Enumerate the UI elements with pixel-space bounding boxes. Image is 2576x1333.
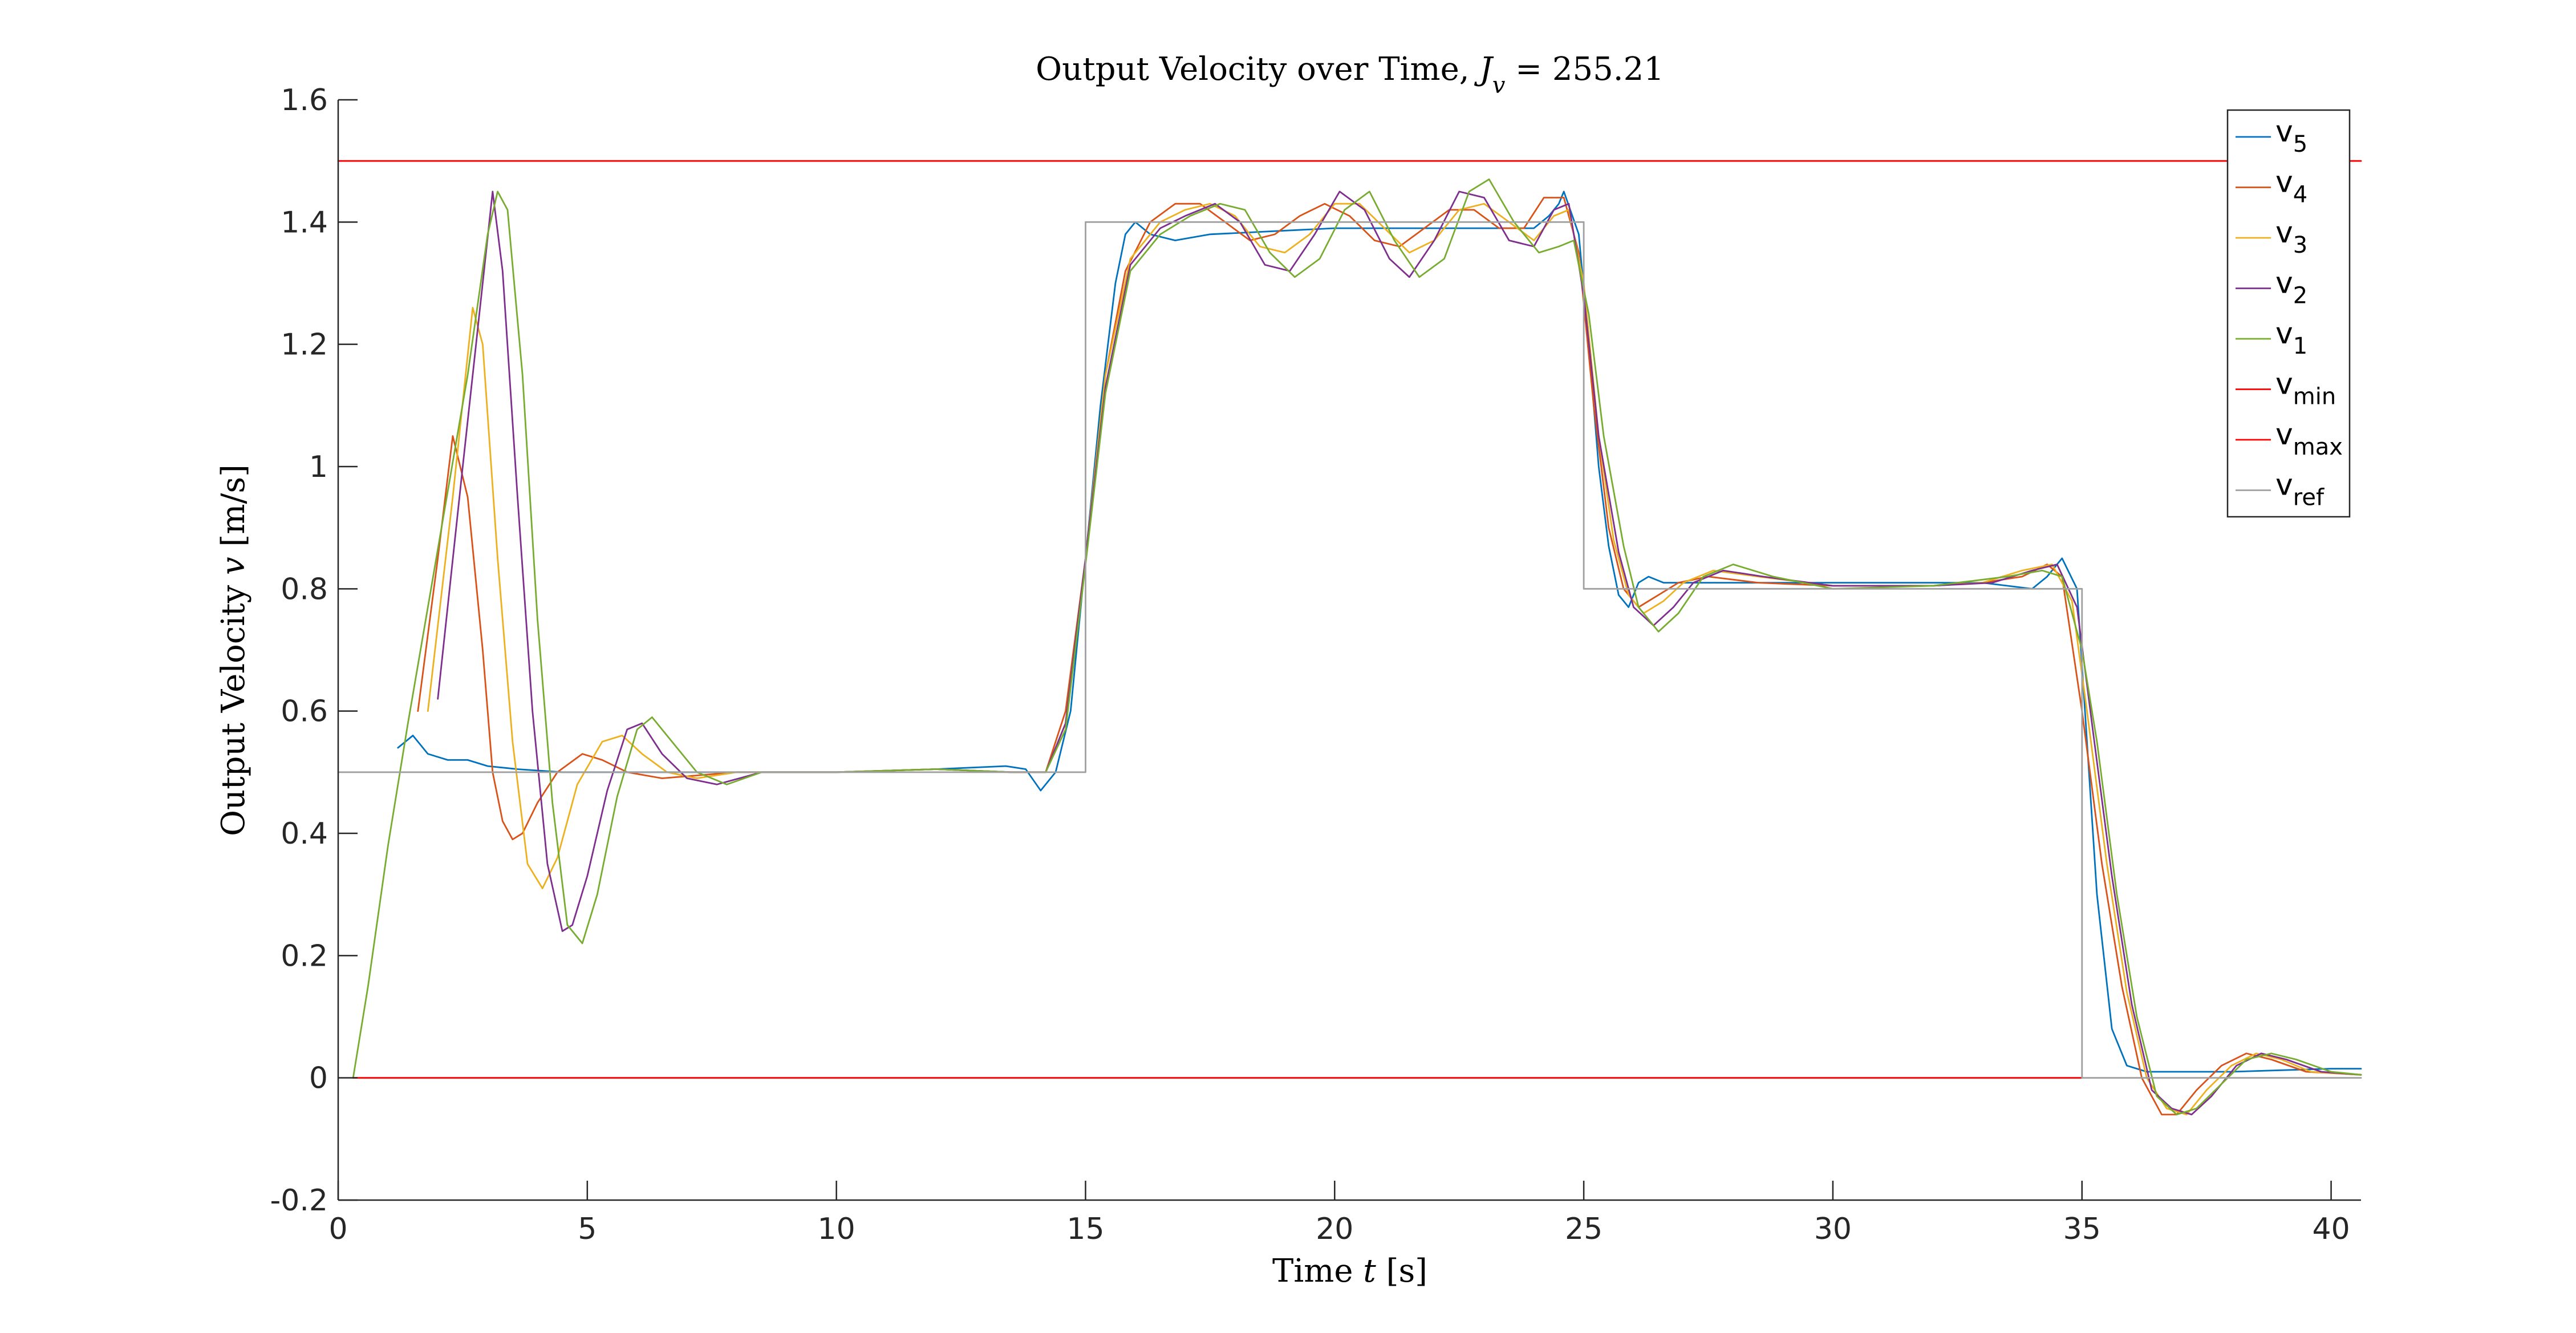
legend-label-v-5: v5 — [2275, 115, 2307, 157]
x-tick-label: 30 — [1814, 1212, 1852, 1246]
series-line-v-1 — [352, 178, 2362, 1116]
legend-entries: v5 v4 v3 v2 v1 vmin vmax vref — [2236, 115, 2343, 511]
legend-label-v-min: vmin — [2275, 367, 2336, 410]
x-tick-label: 20 — [1316, 1212, 1353, 1246]
y-axis-label: Output Velocity v [m/s] — [215, 464, 252, 836]
legend-label-v-3: v3 — [2275, 216, 2307, 258]
legend-label-v-4: v4 — [2275, 165, 2307, 208]
series-line-v-ref — [337, 221, 2362, 1079]
x-tick-label: 40 — [2312, 1212, 2350, 1246]
y-tick-label: 1.2 — [281, 328, 328, 362]
y-tick-label: 1.6 — [281, 83, 328, 118]
y-tick-label: 0.2 — [281, 939, 328, 973]
legend-label-v-ref: vref — [2275, 468, 2325, 511]
axes-layer: 0 5 10 15 20 25 30 35 40-0.200.20.40.60.811.21.4… — [270, 83, 2361, 1246]
legend-label-v-1: v1 — [2275, 317, 2307, 359]
x-tick-label: 5 — [578, 1212, 597, 1246]
chart-title: Output Velocity over Time, Jv = 255.21 — [1036, 51, 1664, 99]
legend-label-v-2: v2 — [2275, 266, 2307, 309]
x-tick-label: 25 — [1565, 1212, 1603, 1246]
plot-background — [338, 100, 2361, 1200]
x-tick-label: 35 — [2063, 1212, 2101, 1246]
y-tick-label: -0.2 — [270, 1184, 328, 1218]
y-tick-label: 1.4 — [281, 205, 328, 240]
legend: v5 v4 v3 v2 v1 vmin vmax vref — [2226, 109, 2351, 518]
y-tick-label: 0.6 — [281, 695, 328, 729]
x-tick-label: 10 — [818, 1212, 855, 1246]
y-tick-label: 0 — [309, 1061, 328, 1096]
x-axis-label: Time t [s] — [1272, 1253, 1427, 1290]
y-tick-label: 0.8 — [281, 572, 328, 606]
x-tick-label: 15 — [1066, 1212, 1104, 1246]
y-tick-label: 0.4 — [281, 817, 328, 851]
legend-label-v-max: vmax — [2275, 418, 2343, 460]
x-tick-label: 0 — [328, 1212, 347, 1246]
legend-box — [2226, 109, 2351, 518]
series-layer — [337, 160, 2362, 1116]
plot-area: 0 5 10 15 20 25 30 35 40-0.200.20.40.60.811.21.4… — [270, 83, 2362, 1246]
y-tick-label: 1 — [309, 450, 328, 484]
